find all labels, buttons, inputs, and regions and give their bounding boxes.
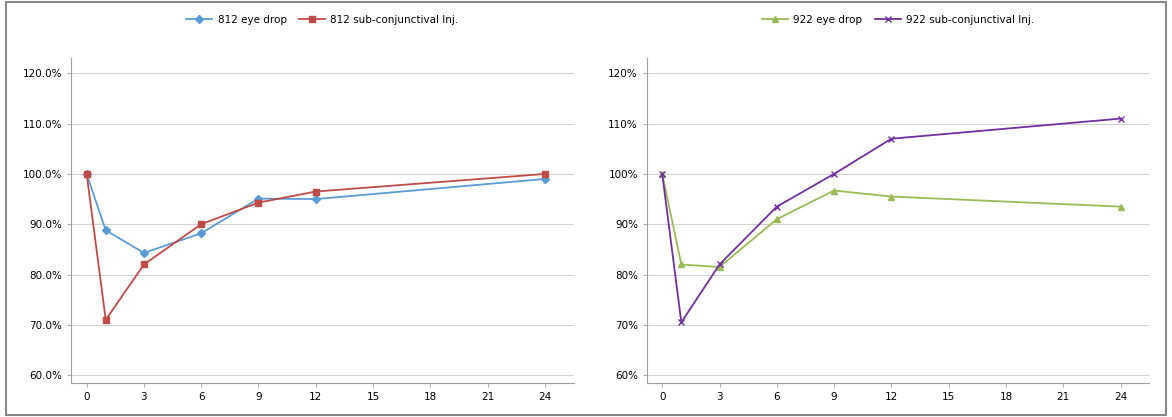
812 sub-conjunctival Inj. bbox=[252, 200, 266, 205]
812 eye drop bbox=[80, 171, 94, 176]
812 sub-conjunctival Inj. bbox=[80, 171, 94, 176]
812 eye drop bbox=[252, 196, 266, 201]
Line: 922 eye drop: 922 eye drop bbox=[660, 171, 1123, 270]
812 eye drop bbox=[538, 176, 552, 181]
812 eye drop bbox=[137, 250, 151, 255]
Line: 922 sub-conjunctival Inj.: 922 sub-conjunctival Inj. bbox=[659, 115, 1124, 326]
922 sub-conjunctival Inj. bbox=[1113, 116, 1127, 121]
922 sub-conjunctival Inj. bbox=[713, 262, 727, 267]
812 sub-conjunctival Inj. bbox=[308, 189, 322, 194]
922 eye drop bbox=[674, 262, 688, 267]
812 sub-conjunctival Inj. bbox=[538, 171, 552, 176]
Legend: 922 eye drop, 922 sub-conjunctival Inj.: 922 eye drop, 922 sub-conjunctival Inj. bbox=[762, 15, 1034, 25]
Line: 812 sub-conjunctival Inj.: 812 sub-conjunctival Inj. bbox=[84, 171, 547, 323]
922 eye drop bbox=[885, 194, 899, 199]
922 sub-conjunctival Inj. bbox=[770, 204, 784, 209]
922 sub-conjunctival Inj. bbox=[674, 320, 688, 325]
922 sub-conjunctival Inj. bbox=[827, 171, 841, 176]
812 sub-conjunctival Inj. bbox=[98, 317, 113, 322]
922 eye drop bbox=[827, 188, 841, 193]
812 eye drop bbox=[308, 196, 322, 201]
Legend: 812 eye drop, 812 sub-conjunctival Inj.: 812 eye drop, 812 sub-conjunctival Inj. bbox=[186, 15, 458, 25]
922 eye drop bbox=[1113, 204, 1127, 209]
922 eye drop bbox=[713, 264, 727, 269]
922 sub-conjunctival Inj. bbox=[655, 171, 669, 176]
922 eye drop bbox=[655, 171, 669, 176]
812 sub-conjunctival Inj. bbox=[137, 262, 151, 267]
922 sub-conjunctival Inj. bbox=[885, 136, 899, 141]
Line: 812 eye drop: 812 eye drop bbox=[84, 171, 547, 256]
812 eye drop bbox=[195, 231, 209, 236]
812 eye drop bbox=[98, 228, 113, 233]
812 sub-conjunctival Inj. bbox=[195, 222, 209, 227]
922 eye drop bbox=[770, 217, 784, 222]
